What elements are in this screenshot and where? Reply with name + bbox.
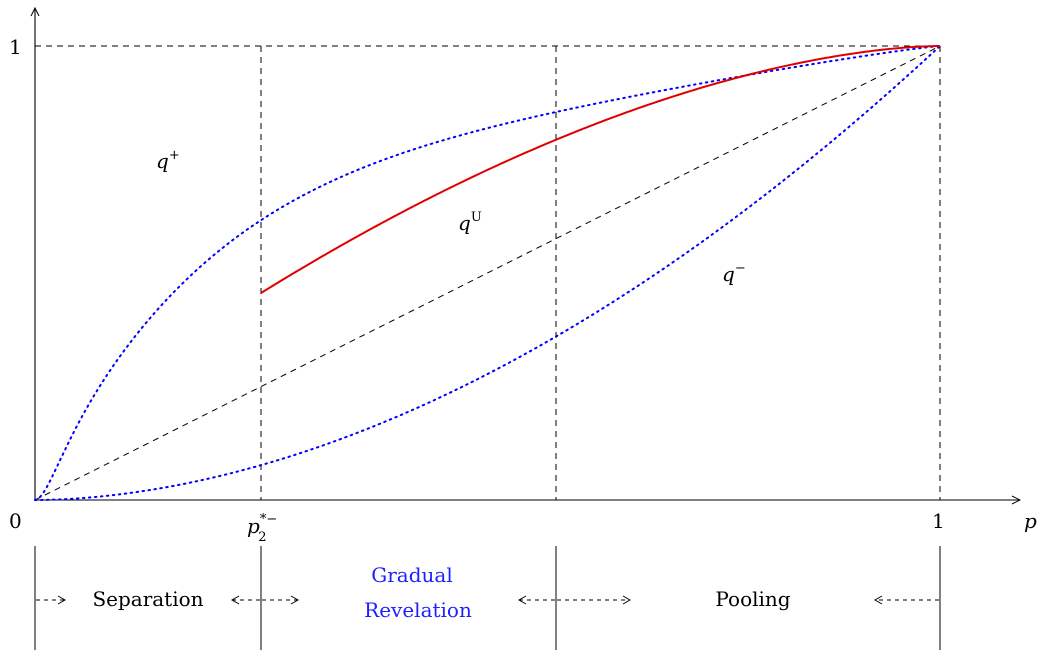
origin-label: 0 [9,509,22,533]
q-minus-curve [34,45,941,501]
q-minus-label: q− [722,261,746,286]
q-plus-label: q+ [156,148,180,173]
q-u-curve [260,45,941,294]
separation-arrowhead-right [57,595,67,605]
x-axis-one-label: 1 [932,509,945,533]
q-u-label: qU [458,210,482,235]
pooling-arrowhead-right [622,595,632,605]
separation-label: Separation [92,587,203,611]
pooling-label: Pooling [715,587,790,611]
y-axis-one-label: 1 [9,35,22,59]
gradual-arrowhead-left [517,595,527,605]
diagonal-dashed-line [34,45,941,501]
gradual-label-line2: Revelation [364,598,472,622]
gradual-label-line1: Gradual [371,563,452,587]
separation-arrowhead-left [230,595,240,605]
x-axis-label: p [1024,509,1037,533]
q-plus-curve [34,45,941,501]
threshold-label: p*− 2 [247,512,277,545]
gradual-arrowhead-right [290,595,300,605]
pooling-arrowhead-left [873,595,883,605]
